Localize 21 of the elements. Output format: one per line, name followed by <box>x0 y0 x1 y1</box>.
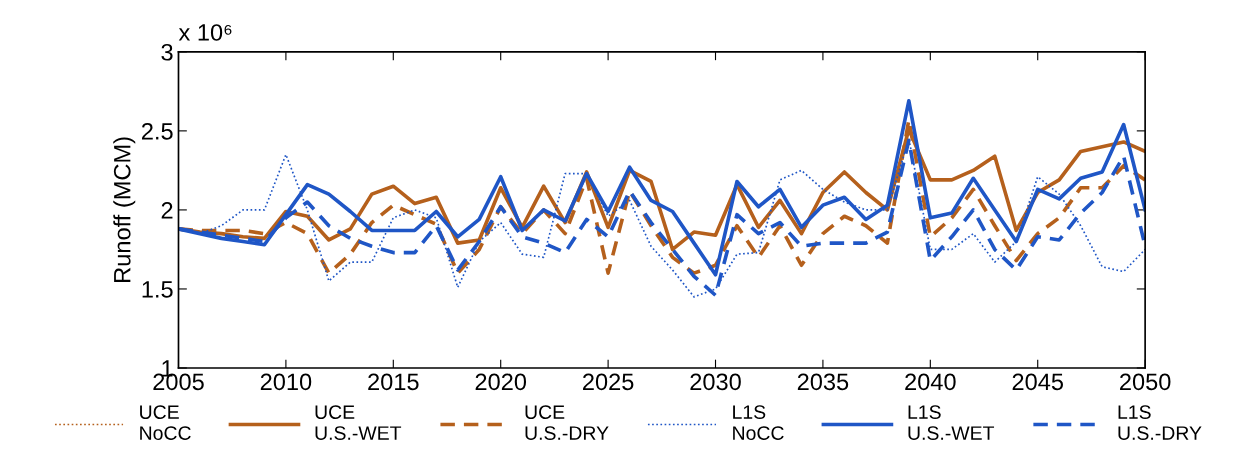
y-tick-label: 1.5 <box>142 281 173 298</box>
x-tick-label: 2035 <box>797 373 849 391</box>
y-tick-label: 2 <box>161 201 173 219</box>
x-tick-label: 2015 <box>368 373 419 391</box>
x-tick-label: 2040 <box>905 373 956 391</box>
x-tick-label: 2025 <box>583 373 634 391</box>
y-tick-label: 3 <box>161 43 173 61</box>
legend-label: UCE U.S.-WET <box>315 405 402 440</box>
legend-label: L1S U.S.-DRY <box>1118 405 1202 440</box>
y-axis-title: Runoff (MCM) <box>113 137 136 282</box>
x-tick-label: 2010 <box>260 373 312 391</box>
y-tick-label: 2.5 <box>142 122 173 140</box>
legend-label: UCE NoCC <box>140 405 191 440</box>
legend-label: UCE U.S.-DRY <box>525 405 609 440</box>
text: x 10⁶ <box>178 24 232 41</box>
legend-label: L1S NoCC <box>733 405 784 440</box>
x-tick-label: 2050 <box>1120 373 1171 391</box>
legend-label: L1S U.S.-WET <box>908 405 995 440</box>
x-tick-label: 2045 <box>1012 373 1063 391</box>
x-tick-label: 2030 <box>690 373 741 391</box>
x-tick-label: 2020 <box>475 373 527 391</box>
